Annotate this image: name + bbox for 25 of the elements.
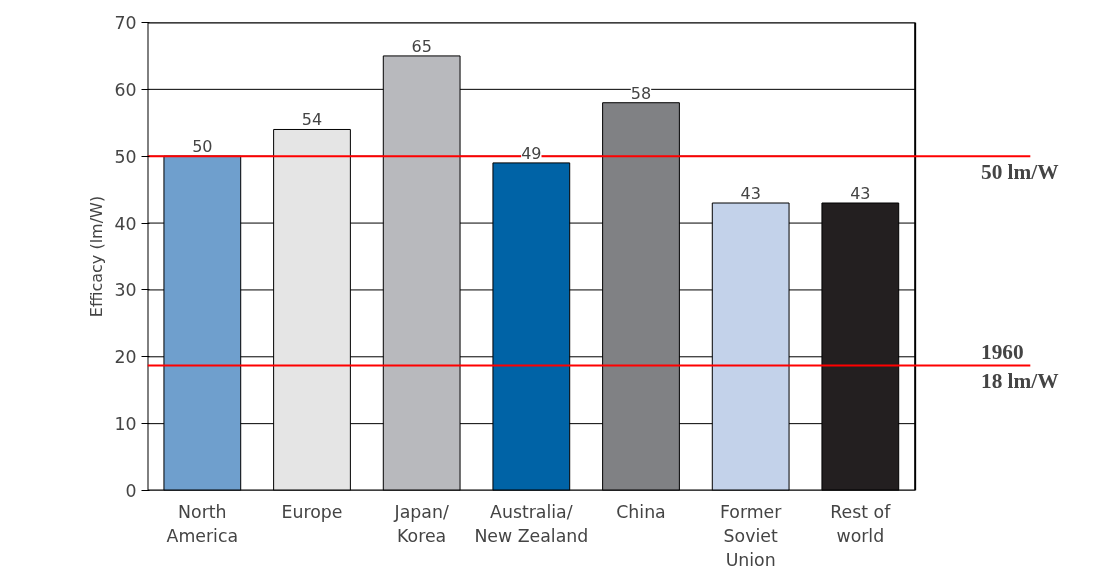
data-label: 43 bbox=[850, 184, 871, 204]
x-tick-label: North America bbox=[166, 501, 239, 546]
data-label: 65 bbox=[411, 36, 432, 56]
x-tick-label: Rest of world bbox=[830, 501, 892, 546]
ref-line-label: 1960 18 lm/W bbox=[980, 340, 1059, 394]
data-label: 43 bbox=[740, 184, 761, 204]
y-tick-label: 60 bbox=[114, 79, 137, 100]
x-tick-label: Japan/ Korea bbox=[393, 501, 449, 546]
y-tick-label: 40 bbox=[114, 213, 137, 234]
x-tick-label: Former Soviet Union bbox=[719, 501, 783, 570]
data-label: 50 bbox=[192, 137, 213, 157]
y-axis-title: Efficacy (lm/W) bbox=[87, 195, 107, 318]
y-tick-label: 0 bbox=[125, 481, 137, 501]
ref-line-label: 50 lm/W bbox=[980, 160, 1059, 185]
x-tick-label: Europe bbox=[281, 501, 343, 522]
x-tick-label: Australia/ New Zealand bbox=[474, 501, 589, 546]
y-tick-label: 50 bbox=[114, 146, 137, 167]
data-label: 54 bbox=[301, 110, 323, 130]
x-tick-label: China bbox=[616, 501, 666, 522]
data-label: 58 bbox=[630, 83, 652, 103]
y-tick-label: 10 bbox=[114, 414, 137, 435]
y-tick-label: 20 bbox=[114, 347, 137, 368]
data-label: 49 bbox=[521, 143, 542, 163]
y-tick-label: 70 bbox=[114, 13, 137, 33]
y-tick-label: 30 bbox=[114, 280, 137, 301]
